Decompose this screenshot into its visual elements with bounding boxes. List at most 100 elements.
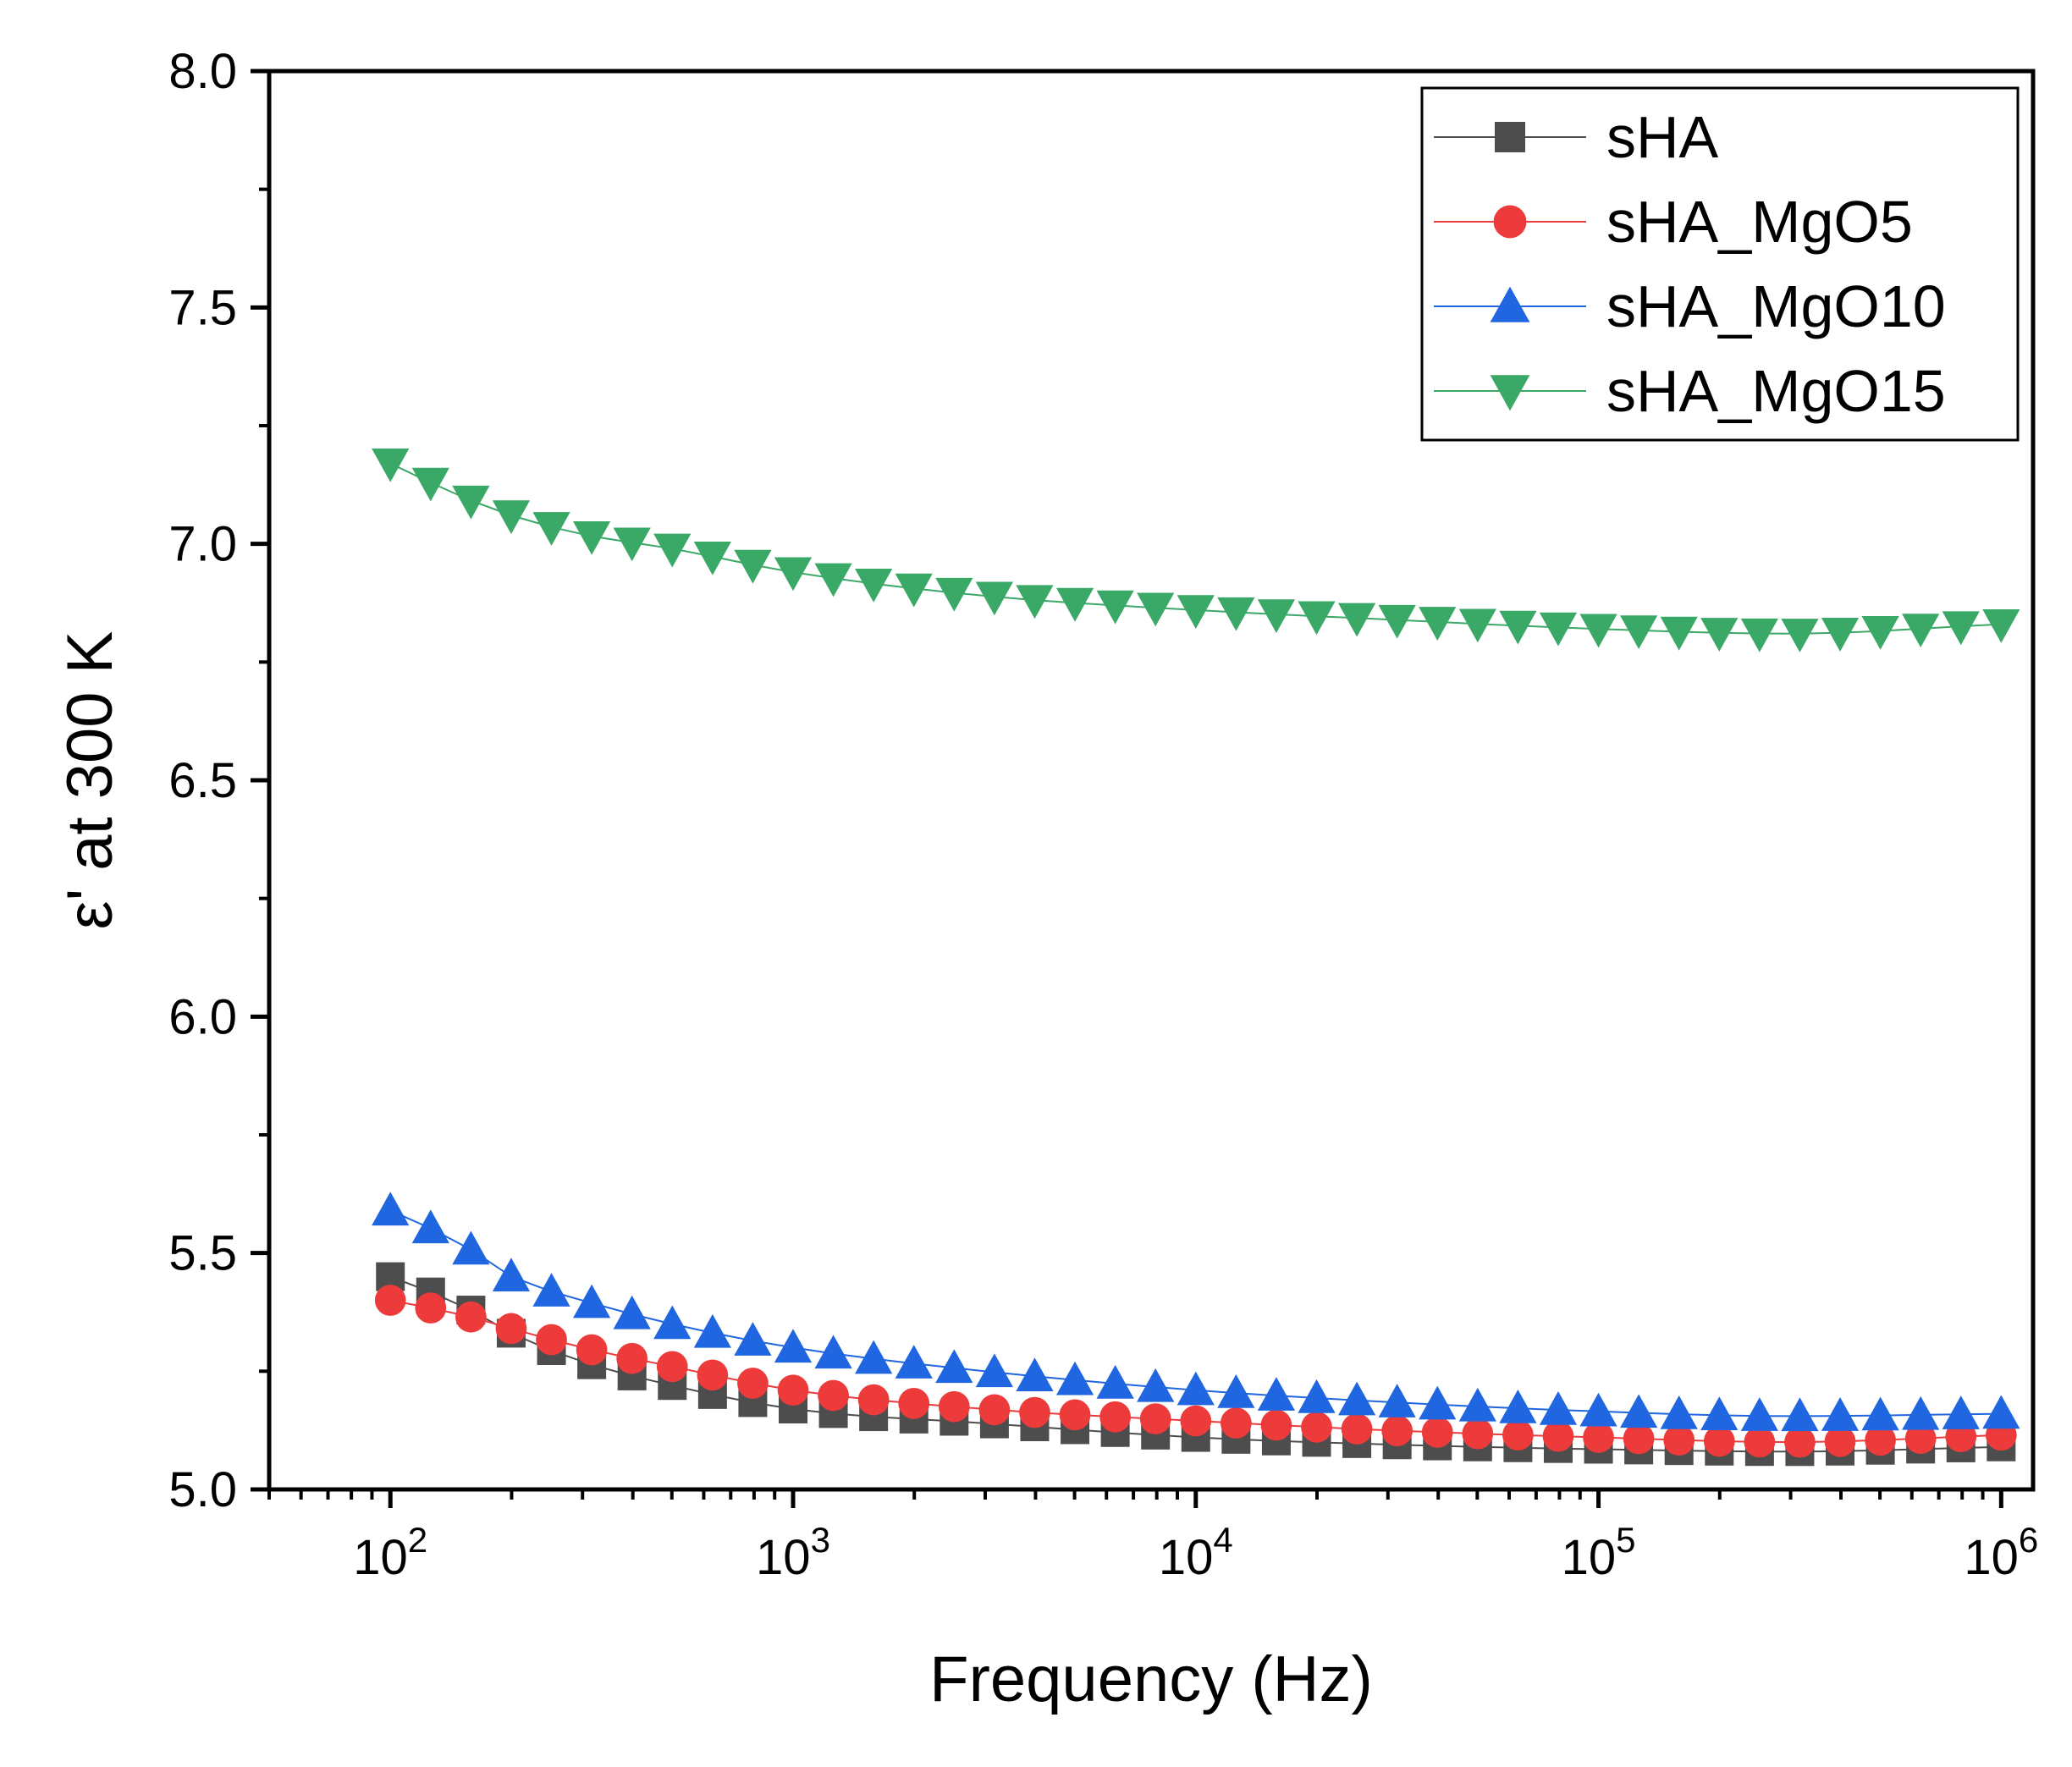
data-point-sHA_MgO5 [938, 1390, 970, 1423]
data-point-sHA_MgO5 [1019, 1396, 1050, 1428]
data-point-sHA_MgO10 [1137, 1368, 1175, 1402]
data-point-sHA_MgO10 [1982, 1395, 2020, 1429]
data-point-sHA_MgO10 [411, 1209, 449, 1244]
data-point-sHA_MgO5 [1421, 1417, 1453, 1448]
legend-marker-triangle-up [1490, 286, 1530, 322]
data-point-sHA_MgO15 [492, 500, 531, 535]
data-point-sHA_MgO15 [1337, 603, 1376, 637]
data-point-sHA_MgO10 [1337, 1381, 1376, 1416]
x-tick-label: 105 [1562, 1520, 1636, 1585]
data-point-sHA_MgO5 [818, 1379, 849, 1412]
data-point-sHA_MgO5 [1301, 1411, 1332, 1443]
data-point-sHA_MgO15 [1821, 618, 1860, 652]
data-point-sHA_MgO5 [455, 1301, 487, 1333]
y-tick-label: 6.0 [168, 989, 237, 1044]
legend-label: sHA [1606, 104, 1719, 170]
legend-marker-square [1495, 122, 1525, 152]
data-point-sHA_MgO10 [653, 1305, 692, 1340]
y-axis-title: ε' at 300 K [54, 631, 126, 930]
data-point-sHA_MgO15 [975, 581, 1013, 616]
data-point-sHA_MgO5 [1099, 1401, 1131, 1433]
legend-item-sHA_MgO5: sHA_MgO5 [1434, 189, 1913, 255]
data-point-sHA_MgO15 [1298, 601, 1336, 636]
data-point-sHA_MgO5 [1542, 1420, 1574, 1452]
data-point-sHA_MgO15 [1177, 595, 1215, 629]
data-point-sHA_MgO15 [452, 485, 490, 520]
data-point-sHA_MgO5 [1623, 1423, 1655, 1455]
data-point-sHA_MgO15 [814, 563, 852, 597]
legend-label: sHA_MgO10 [1606, 273, 1946, 339]
data-point-sHA_MgO5 [1260, 1409, 1292, 1441]
data-point-sHA_MgO15 [1217, 597, 1255, 631]
data-point-sHA_MgO10 [372, 1192, 410, 1226]
data-point-sHA_MgO15 [1055, 587, 1094, 622]
data-point-sHA_MgO15 [1096, 590, 1134, 625]
data-point-sHA_MgO15 [1419, 607, 1457, 641]
data-point-sHA_MgO15 [1257, 599, 1296, 634]
data-point-sHA_MgO5 [697, 1359, 729, 1391]
data-point-sHA_MgO5 [536, 1324, 567, 1356]
data-point-sHA_MgO10 [814, 1335, 852, 1369]
series-sHA_MgO5 [374, 1285, 2017, 1458]
axes-layer: 5.0 5.5 6.0 6.5 7.0 7.5 8.0 102 103 104 105 106 [168, 44, 2038, 1585]
data-point-sHA_MgO15 [613, 527, 651, 562]
data-point-sHA_MgO15 [1740, 618, 1778, 652]
data-point-sHA_MgO5 [1059, 1399, 1091, 1431]
data-point-sHA_MgO5 [1824, 1425, 1856, 1457]
y-tick-label: 5.0 [168, 1462, 237, 1517]
y-tick-label: 7.0 [168, 517, 237, 572]
data-point-sHA_MgO15 [1378, 604, 1416, 639]
legend-marker-triangle-down [1490, 375, 1530, 411]
data-point-sHA_MgO15 [935, 577, 973, 612]
data-point-sHA_MgO10 [452, 1230, 490, 1265]
series-sHA_MgO15 [372, 449, 2020, 652]
data-point-sHA_MgO15 [1499, 610, 1537, 645]
data-point-sHA_MgO15 [1700, 618, 1739, 652]
data-point-sHA_MgO15 [1982, 608, 2020, 643]
data-point-sHA_MgO5 [898, 1388, 930, 1419]
data-point-sHA_MgO10 [1902, 1395, 1940, 1430]
data-point-sHA_MgO15 [1137, 592, 1175, 627]
data-point-sHA_MgO15 [1579, 614, 1617, 648]
data-point-sHA_MgO10 [532, 1273, 570, 1307]
data-point-sHA_MgO15 [855, 569, 893, 603]
data-point-sHA_MgO5 [576, 1334, 608, 1366]
data-point-sHA_MgO10 [1821, 1397, 1860, 1431]
data-point-sHA_MgO15 [1620, 615, 1658, 649]
data-point-sHA_MgO15 [653, 533, 692, 568]
data-point-sHA_MgO15 [1942, 611, 1980, 646]
data-point-sHA_MgO5 [1139, 1403, 1171, 1434]
y-tick-label: 6.5 [168, 753, 237, 808]
data-point-sHA_MgO10 [1660, 1395, 1698, 1429]
data-point-sHA_MgO15 [734, 549, 772, 584]
data-point-sHA_MgO5 [978, 1394, 1011, 1426]
data-point-sHA_MgO10 [1055, 1361, 1094, 1395]
data-point-sHA_MgO5 [1744, 1426, 1776, 1458]
data-point-sHA_MgO10 [1861, 1396, 1899, 1431]
data-point-sHA_MgO5 [415, 1292, 447, 1324]
legend-marker-circle [1493, 205, 1527, 239]
data-point-sHA_MgO10 [734, 1322, 772, 1356]
data-point-sHA_MgO10 [1499, 1390, 1537, 1423]
data-point-sHA_MgO10 [1700, 1396, 1739, 1431]
x-tick-label: 104 [1159, 1520, 1233, 1585]
data-point-sHA_MgO10 [1257, 1377, 1296, 1411]
data-point-sHA_MgO10 [1942, 1395, 1980, 1429]
data-point-sHA_MgO5 [495, 1313, 527, 1345]
data-point-sHA_MgO5 [737, 1368, 769, 1399]
data-point-sHA_MgO10 [1096, 1364, 1134, 1399]
data-point-sHA_MgO15 [372, 449, 410, 482]
data-point-sHA_MgO15 [532, 512, 570, 546]
data-point-sHA_MgO15 [1861, 615, 1899, 650]
data-point-sHA_MgO15 [411, 467, 449, 502]
x-tick-label: 103 [756, 1520, 830, 1585]
data-point-sHA_MgO5 [1180, 1405, 1212, 1437]
legend-item-sHA: sHA [1434, 104, 1719, 170]
data-point-sHA_MgO15 [1458, 608, 1496, 643]
data-point-sHA_MgO5 [374, 1285, 406, 1316]
legend-item-sHA_MgO15: sHA_MgO15 [1434, 358, 1946, 424]
data-point-sHA_MgO15 [693, 541, 731, 575]
data-point-sHA_MgO10 [1620, 1394, 1658, 1428]
legend-item-sHA_MgO10: sHA_MgO10 [1434, 273, 1946, 339]
